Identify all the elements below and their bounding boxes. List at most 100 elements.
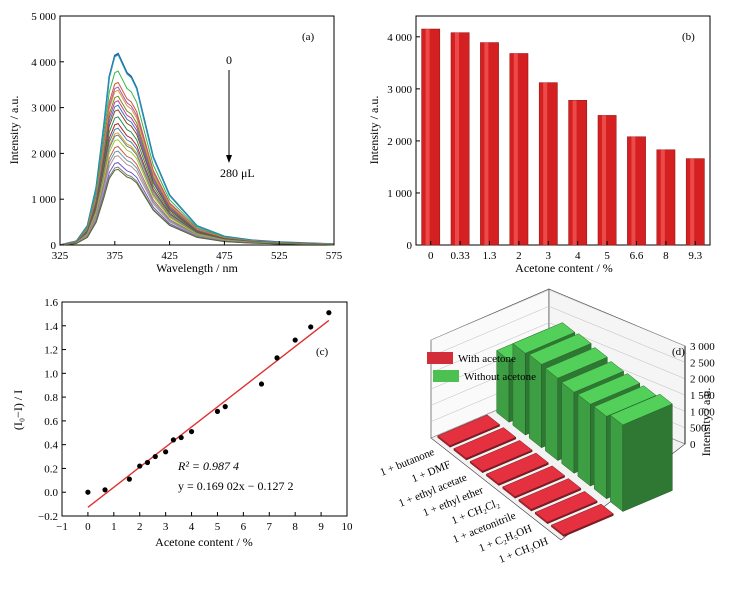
panel-b-x-tick-label: 1.3 <box>483 250 497 262</box>
panel-b-x-tick-label: 6.6 <box>630 250 644 262</box>
panel-d-bar-top <box>577 373 641 405</box>
panel-b-bar <box>509 53 529 246</box>
panel-c-y-axis-label: (I₀−I) / I <box>11 390 25 430</box>
panel-d-bar-top <box>593 385 657 417</box>
legend-label-with-acetone: With acetone <box>458 353 516 365</box>
panel-d-bar-top <box>502 465 566 497</box>
panel-b-bar-highlight <box>425 29 430 245</box>
panel-b-x-tick-label: 0.33 <box>450 250 470 262</box>
panel-d-z-ticks: 0 500 1 000 1 500 2 000 2 500 3 000 <box>684 341 715 451</box>
panel-d-gridline <box>430 306 686 363</box>
panel-b-bar <box>597 115 617 246</box>
panel-d-bar-side <box>577 394 591 487</box>
panel-b-plot-frame <box>415 15 711 246</box>
panel-a-x-axis-label: Wavelength / nm <box>156 261 238 275</box>
panel-b-bar <box>568 100 588 246</box>
panel-c-x-tick-label: 8 <box>292 521 298 533</box>
panel-c-y-tick-label: 1.4 <box>44 321 58 333</box>
panel-c-x-axis-label: Acetone content / % <box>155 535 253 549</box>
panel-d-bar-top <box>544 347 608 379</box>
panel-c-x-tick-label: 7 <box>267 521 273 533</box>
panel-c-r2: R² = 0.987 4 <box>177 459 239 473</box>
panel-c-data-point <box>258 381 265 387</box>
panel-b-bars <box>421 28 705 246</box>
panel-c-data-point <box>222 404 228 410</box>
panel-d-bar-top <box>485 452 549 485</box>
panel-c-data-point <box>292 337 298 343</box>
panel-a-label: (a) <box>302 31 315 43</box>
panel-b-bar <box>627 136 646 246</box>
panel-b-x-tick-label: 5 <box>604 250 610 262</box>
panel-d-bar-top <box>528 333 592 365</box>
panel-c-x-tick-label: 3 <box>163 521 169 533</box>
panel-a-spectrum-curve <box>59 168 335 246</box>
panel-d-z-axis-label: Intensity / a.u. <box>699 388 713 457</box>
panel-a-y-tick-label: 2 000 <box>31 148 56 160</box>
panel-a-arrow-bottom-label: 280 μL <box>220 166 255 180</box>
panel-d-z-tick-label: 1 500 <box>690 390 715 402</box>
panel-c-x-tick-label: 5 <box>215 521 221 533</box>
panel-d-gridline <box>430 322 686 379</box>
panel-a-spectrum-curve <box>59 70 335 246</box>
panel-d-z-tick-label: 2 000 <box>690 374 715 386</box>
panel-a-x-tick-label: 375 <box>107 250 124 262</box>
panel-a-x-tick-label: 425 <box>161 250 178 262</box>
panel-c-data-point <box>85 489 91 495</box>
panel-b-x-tick-label: 2 <box>516 250 522 262</box>
panel-a-plot-frame <box>59 15 335 246</box>
panel-a-y-tick-label: 4 000 <box>31 57 56 69</box>
panel-d-bar-top <box>453 427 517 459</box>
panel-c-data-point <box>214 408 221 414</box>
panel-b-axis-ticks: 0 0.33 1.3 2 3 4 5 6.6 8 9.3 0 1 000 2 000 3 000 4 000 <box>387 32 702 262</box>
panel-b-y-tick-label: 3 000 <box>387 84 412 96</box>
panel-c-y-tick-label: 0.2 <box>44 463 58 475</box>
panel-c-y-tick-label: −0.2 <box>38 511 58 523</box>
panel-b-bar-highlight <box>513 53 518 245</box>
panel-a-spectra-chart: 325 375 425 475 525 575 0 1 000 2 000 3 000 4 000 5… <box>7 11 343 275</box>
panel-b-bar <box>685 158 705 246</box>
panel-c-plot-frame <box>61 301 348 517</box>
panel-c-y-tick-label: 0.4 <box>44 440 58 452</box>
panel-d-bar-top <box>437 414 501 446</box>
panel-b-bar-highlight <box>631 136 636 245</box>
panel-c-x-tick-label: 10 <box>342 521 354 533</box>
panel-b-bar-highlight <box>543 82 548 245</box>
panel-b-x-axis-label: Acetone content / % <box>515 261 613 275</box>
panel-d-bar-top <box>561 361 625 393</box>
panel-b-label: (b) <box>682 31 695 43</box>
panel-b-y-tick-label: 2 000 <box>387 136 412 148</box>
panel-d-bar-top <box>534 491 598 523</box>
panel-c-x-tick-label: 4 <box>189 521 195 533</box>
panel-c-data-point <box>178 434 184 441</box>
panel-c-x-tick-label: 9 <box>318 521 324 533</box>
panel-b-y-tick-label: 1 000 <box>387 188 412 200</box>
down-arrow-icon <box>226 155 232 163</box>
panel-c-y-tick-label: 1.2 <box>44 345 58 357</box>
panel-b-y-tick-label: 4 000 <box>387 32 412 44</box>
panel-a-y-tick-label: 1 000 <box>31 194 56 206</box>
panel-c-fit-line-group <box>87 319 330 508</box>
panel-c-data-point <box>188 428 195 435</box>
panel-b-bar-chart: 0 0.33 1.3 2 3 4 5 6.6 8 9.3 0 1 000 2 000 3 000 4 000… <box>367 15 711 275</box>
panel-a-axis-ticks: 325 375 425 475 525 575 0 1 000 2 000 3 000 4 000 5… <box>31 11 343 262</box>
panel-d-bar-top <box>512 322 576 354</box>
panel-d-bar-top <box>518 478 582 510</box>
panel-d-bar-top <box>469 440 533 472</box>
panel-d-z-tick-label: 0 <box>690 439 696 451</box>
panel-d-bar-side <box>561 381 575 474</box>
panel-c-y-tick-label: 0.0 <box>44 487 58 499</box>
panel-c-y-tick-label: 1.6 <box>44 297 58 309</box>
panel-b-y-tick-label: 0 <box>407 240 413 252</box>
panel-b-x-tick-label: 8 <box>663 250 669 262</box>
panel-d-z-tick-label: 1 000 <box>690 406 715 418</box>
panel-a-x-tick-label: 575 <box>326 250 343 262</box>
panel-c-fit-line <box>87 319 330 508</box>
panel-b-bar-highlight <box>690 158 695 245</box>
panel-c-y-tick-label: 1.0 <box>44 368 58 380</box>
legend-label-without-acetone: Without acetone <box>464 371 536 383</box>
panel-c-label: (c) <box>316 346 329 358</box>
panel-a-y-tick-label: 5 000 <box>31 11 56 23</box>
panel-b-x-tick-label: 3 <box>546 250 552 262</box>
